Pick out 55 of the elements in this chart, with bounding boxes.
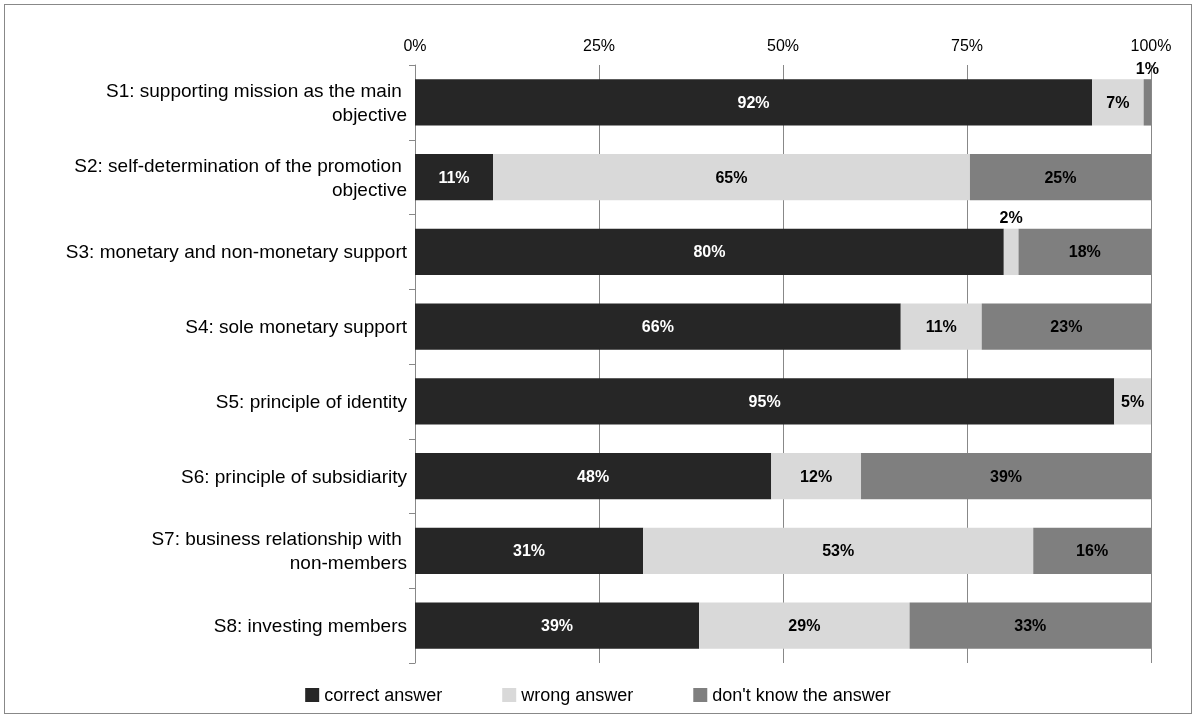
data-label: 11% [925, 318, 957, 336]
data-label: 11% [438, 168, 470, 186]
data-label: 53% [822, 542, 855, 560]
legend-label: don't know the answer [712, 685, 891, 705]
data-label: 80% [693, 243, 726, 261]
bar [415, 79, 1093, 126]
bar [900, 303, 982, 350]
data-label: 7% [1106, 93, 1130, 111]
data-label: 5% [1121, 392, 1145, 410]
data-label: 48% [577, 467, 610, 485]
bar [415, 228, 1004, 276]
data-label: 39% [541, 617, 574, 635]
y-tick-label: S3: monetary and non-monetary support [65, 241, 408, 263]
bar [493, 153, 970, 201]
bar [415, 452, 772, 500]
bar [415, 153, 494, 201]
bar [415, 527, 644, 575]
data-label: 66% [641, 318, 674, 336]
x-tick-label: 0% [403, 36, 427, 54]
data-label: 25% [1044, 168, 1077, 186]
y-tick-label: S6: principle of subsidiarity [181, 465, 408, 487]
bar [643, 527, 1034, 575]
data-label: 16% [1076, 542, 1109, 560]
x-tick-label: 50% [766, 36, 800, 54]
data-label: 18% [1068, 243, 1101, 261]
data-label: 33% [1014, 617, 1047, 635]
bar [1092, 79, 1144, 126]
x-tick-label: 25% [582, 36, 616, 54]
y-tick-label: S8: investing members [213, 615, 407, 637]
legend-label: correct answer [324, 685, 443, 705]
bar [1003, 228, 1019, 276]
bar [415, 378, 1115, 425]
y-tick-label: S5: principle of identity [215, 390, 408, 412]
bar [415, 602, 700, 649]
data-label: 31% [513, 542, 546, 560]
data-label: 92% [737, 93, 770, 111]
bar [415, 303, 901, 350]
data-label: 1% [1135, 59, 1159, 77]
data-label: 12% [800, 467, 833, 485]
bar [699, 602, 910, 649]
data-label: 39% [989, 467, 1023, 485]
y-tick-label: S1: supporting mission as the main objective [106, 79, 407, 125]
data-label: 65% [715, 168, 748, 186]
bar [1114, 378, 1151, 425]
y-tick-label: S4: sole monetary support [185, 316, 408, 338]
x-tick-label: 75% [950, 36, 984, 54]
bar [771, 452, 862, 500]
data-label: 95% [748, 392, 781, 410]
y-tick-label: S2: self-determination of the promotion objective [74, 154, 407, 200]
data-label: 23% [1050, 318, 1083, 336]
data-label: 2% [999, 209, 1023, 227]
x-tick-label: 100% [1130, 36, 1172, 54]
legend-label: wrong answer [520, 685, 634, 705]
data-label: 29% [788, 617, 821, 635]
y-tick-label: S7: business relationship with non-members [151, 528, 407, 574]
